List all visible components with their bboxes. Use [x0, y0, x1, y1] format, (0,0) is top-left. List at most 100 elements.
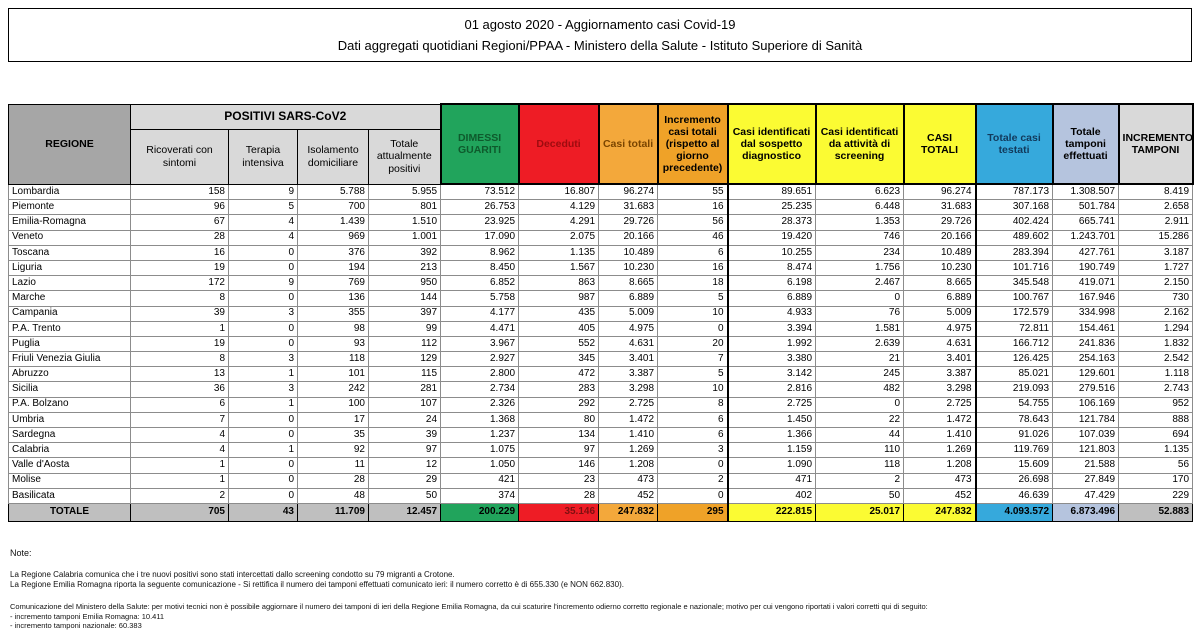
value-cell: 0	[657, 457, 729, 474]
value-cell: 47.429	[1052, 487, 1120, 504]
value-cell: 190.749	[1052, 259, 1120, 277]
value-cell: 1.075	[440, 442, 520, 459]
value-cell: 1.992	[726, 335, 817, 353]
value-cell: 1.353	[815, 214, 905, 231]
value-cell: 472	[518, 366, 600, 383]
header-positivi-group: POSITIVI SARS-CoV2	[129, 103, 442, 130]
value-cell: 3	[228, 351, 298, 368]
value-cell: 100	[297, 396, 369, 413]
value-cell: 158	[130, 183, 229, 201]
value-cell: 3.380	[726, 351, 817, 368]
value-cell: 3	[228, 381, 298, 398]
value-cell: 78.643	[975, 411, 1054, 429]
value-cell: 969	[297, 229, 369, 246]
value-cell: 15.609	[975, 457, 1054, 474]
value-cell: 397	[367, 305, 442, 322]
region-name-cell: Toscana	[8, 244, 131, 261]
value-cell: 421	[440, 472, 520, 489]
value-cell: 15.286	[1118, 229, 1194, 246]
value-cell: 419.071	[1052, 275, 1120, 292]
value-cell: 16	[657, 259, 729, 277]
value-cell: 8	[657, 396, 729, 413]
value-cell: 8.474	[726, 259, 817, 277]
note-emilia-romagna: La Regione Emilia Romagna riporta la seg…	[10, 580, 624, 589]
header-casi-totali: Casi totali	[597, 103, 659, 185]
value-cell: 1.368	[440, 411, 520, 429]
value-cell: 374	[440, 487, 520, 504]
value-cell: 0	[657, 487, 729, 504]
value-cell: 7	[130, 411, 229, 429]
value-cell: 489.602	[975, 229, 1054, 246]
value-cell: 402	[726, 487, 817, 504]
covid-data-table: REGIONE POSITIVI SARS-CoV2 DIMESSI GUARI…	[8, 103, 1194, 522]
value-cell: 10	[657, 381, 729, 398]
value-cell: 23	[518, 472, 600, 489]
value-cell: 241.836	[1052, 335, 1120, 353]
value-cell: 1.510	[367, 214, 442, 231]
value-cell: 3.387	[598, 366, 659, 383]
table-row: Umbria 7 0 17 24 1.368 80 1.472 6 1.450 22 1.472 78.…	[8, 411, 1194, 429]
value-cell: 863	[518, 275, 600, 292]
value-cell: 1.581	[815, 320, 905, 337]
value-cell: 0	[228, 290, 298, 307]
value-cell: 72.811	[975, 320, 1054, 337]
value-cell: 242	[297, 381, 369, 398]
value-cell: 307.168	[975, 199, 1054, 216]
value-cell: 5	[657, 290, 729, 307]
value-cell: 20.166	[903, 229, 977, 246]
value-cell: 50	[815, 487, 905, 504]
value-cell: 29.726	[598, 214, 659, 231]
value-cell: 118	[297, 351, 369, 368]
value-cell: 44	[815, 426, 905, 444]
value-cell: 5.009	[598, 305, 659, 322]
value-cell: 4.975	[903, 320, 977, 337]
value-cell: 76	[815, 305, 905, 322]
table-row: Lombardia 158 9 5.788 5.955 73.512 16.807 96.27…	[8, 183, 1194, 201]
value-cell: 54.755	[975, 396, 1054, 413]
value-cell: 93	[297, 335, 369, 353]
value-cell: 194	[297, 259, 369, 277]
value-cell: 10.255	[726, 244, 817, 261]
value-cell: 952	[1118, 396, 1194, 413]
value-cell: 6.198	[726, 275, 817, 292]
value-cell: 1.472	[598, 411, 659, 429]
value-cell: 121.784	[1052, 411, 1120, 429]
value-cell: 700	[297, 199, 369, 216]
region-name-cell: Liguria	[8, 259, 131, 277]
value-cell: 50	[367, 487, 442, 504]
value-cell: 1.756	[815, 259, 905, 277]
value-cell: 17.090	[440, 229, 520, 246]
totale-value-cell: 11.709	[297, 502, 369, 522]
value-cell: 4.291	[518, 214, 600, 231]
totale-value-cell: 6.873.496	[1052, 502, 1120, 522]
value-cell: 55	[657, 183, 729, 201]
value-cell: 2.150	[1118, 275, 1194, 292]
value-cell: 1.135	[518, 244, 600, 261]
value-cell: 96.274	[598, 183, 659, 201]
value-cell: 4.177	[440, 305, 520, 322]
table-row: Piemonte 96 5 700 801 26.753 4.129 31.683 16 25.2…	[8, 199, 1194, 216]
value-cell: 107	[367, 396, 442, 413]
region-name-cell: Sicilia	[8, 381, 131, 398]
value-cell: 170	[1118, 472, 1194, 489]
value-cell: 0	[228, 426, 298, 444]
value-cell: 402.424	[975, 214, 1054, 231]
value-cell: 4.975	[598, 320, 659, 337]
value-cell: 119.769	[975, 442, 1054, 459]
value-cell: 4.631	[598, 335, 659, 353]
value-cell: 1.472	[903, 411, 977, 429]
value-cell: 20	[657, 335, 729, 353]
value-cell: 28	[518, 487, 600, 504]
value-cell: 501.784	[1052, 199, 1120, 216]
region-name-cell: TOTALE	[8, 502, 131, 522]
value-cell: 427.761	[1052, 244, 1120, 261]
value-cell: 4.933	[726, 305, 817, 322]
region-name-cell: Friuli Venezia Giulia	[8, 351, 131, 368]
value-cell: 1	[228, 442, 298, 459]
value-cell: 4	[228, 229, 298, 246]
totale-value-cell: 25.017	[815, 502, 905, 522]
header-regione: REGIONE	[8, 103, 131, 185]
value-cell: 1.001	[367, 229, 442, 246]
value-cell: 6	[657, 426, 729, 444]
value-cell: 48	[297, 487, 369, 504]
